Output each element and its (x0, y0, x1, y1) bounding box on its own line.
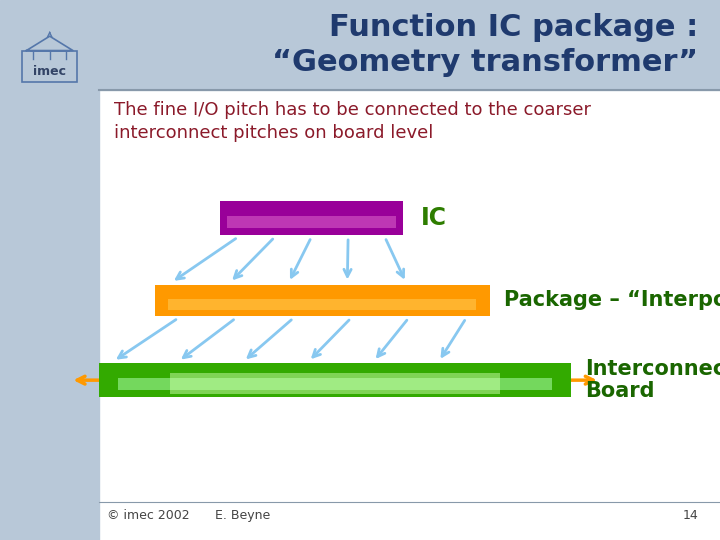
Bar (118, 379, 552, 390)
Bar (155, 285, 490, 316)
Bar (99, 0, 720, 90)
Bar (227, 217, 396, 228)
Text: IC: IC (421, 206, 447, 230)
Text: E. Beyne: E. Beyne (215, 509, 270, 522)
Text: imec: imec (33, 65, 66, 78)
Text: Function IC package :
“Geometry transformer”: Function IC package : “Geometry transfor… (272, 13, 698, 77)
Text: Interconnect
Board: Interconnect Board (585, 359, 720, 401)
Bar (220, 201, 403, 235)
Text: The fine I/O pitch has to be connected to the coarser
interconnect pitches on bo: The fine I/O pitch has to be connected t… (114, 100, 590, 143)
Bar (168, 299, 476, 309)
Text: Package – “Interposer”: Package – “Interposer” (504, 290, 720, 310)
Text: 14: 14 (683, 509, 698, 522)
Bar (99, 363, 571, 397)
Bar (22, 51, 77, 82)
Bar (170, 374, 500, 394)
Text: © imec 2002: © imec 2002 (107, 509, 189, 522)
Bar (0, 0, 99, 540)
